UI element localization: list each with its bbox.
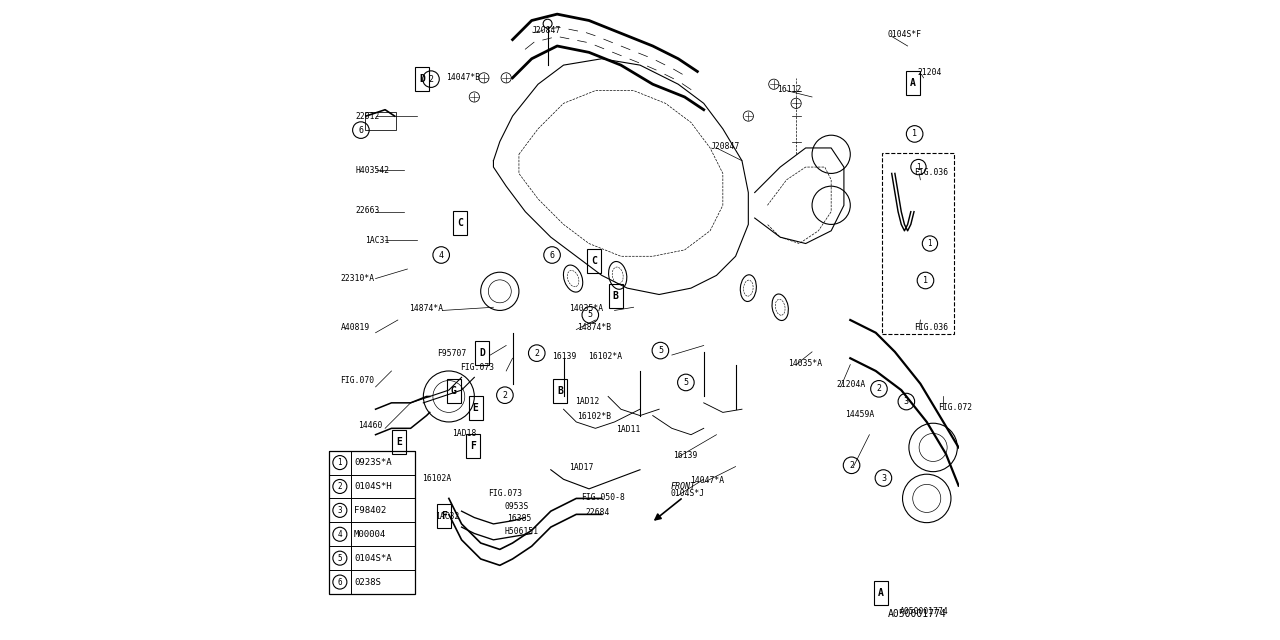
Text: FIG.036: FIG.036 (914, 323, 948, 332)
Text: A050001774: A050001774 (888, 609, 947, 620)
Text: 0238S: 0238S (353, 577, 380, 586)
Text: 0953S: 0953S (504, 502, 530, 511)
Text: 0104S*F: 0104S*F (887, 30, 922, 39)
Text: 1: 1 (923, 276, 928, 285)
Text: F: F (470, 441, 476, 451)
Text: 4: 4 (439, 250, 444, 259)
Text: 5: 5 (658, 346, 663, 355)
Text: 14047*B: 14047*B (445, 74, 480, 83)
Text: 1: 1 (338, 458, 342, 467)
Text: A: A (910, 78, 915, 88)
Text: J20847: J20847 (531, 26, 561, 35)
Text: 14035*A: 14035*A (787, 359, 822, 368)
Text: 2: 2 (503, 390, 507, 400)
Text: C: C (457, 218, 463, 228)
Text: D: D (479, 348, 485, 358)
Text: H506151: H506151 (504, 527, 539, 536)
Text: FIG.050-8: FIG.050-8 (581, 493, 625, 502)
Text: 1: 1 (913, 129, 918, 138)
Circle shape (543, 19, 552, 28)
Text: FIG.072: FIG.072 (938, 403, 973, 412)
Text: A40819: A40819 (340, 323, 370, 332)
Text: 22310*A: 22310*A (340, 274, 375, 283)
Text: 1AD18: 1AD18 (452, 429, 476, 438)
Text: FIG.070: FIG.070 (340, 376, 375, 385)
Text: 2: 2 (429, 75, 434, 84)
Text: 16139: 16139 (673, 451, 698, 460)
Text: F: F (440, 511, 447, 521)
Text: 2: 2 (877, 384, 882, 394)
Text: C: C (591, 257, 596, 266)
Text: A050001774: A050001774 (900, 607, 948, 616)
Text: 1AC31: 1AC31 (365, 236, 389, 245)
Text: 22663: 22663 (355, 206, 380, 215)
Text: 1AD12: 1AD12 (575, 397, 599, 406)
Text: H403542: H403542 (355, 166, 389, 175)
Text: 22684: 22684 (586, 508, 611, 517)
Text: 5: 5 (684, 378, 689, 387)
Text: FRONT: FRONT (671, 482, 696, 491)
Text: A: A (878, 588, 883, 598)
Text: FIG.073: FIG.073 (489, 489, 522, 498)
Text: 3: 3 (904, 397, 909, 406)
Text: 1AC32: 1AC32 (435, 512, 460, 521)
Text: 21204A: 21204A (836, 381, 865, 390)
Text: M00004: M00004 (353, 530, 387, 539)
Text: 14874*A: 14874*A (410, 304, 443, 313)
Text: 5: 5 (338, 554, 342, 563)
Text: 14047*A: 14047*A (690, 476, 723, 485)
Text: 16102*A: 16102*A (588, 353, 622, 362)
Text: 22012: 22012 (355, 111, 380, 120)
Text: 1AD17: 1AD17 (568, 463, 593, 472)
Text: J20847: J20847 (710, 142, 740, 151)
Text: B: B (613, 291, 618, 301)
Text: 1: 1 (916, 163, 920, 172)
Text: 14874*B: 14874*B (577, 323, 612, 332)
Text: 16139: 16139 (552, 353, 576, 362)
Text: 16102*B: 16102*B (577, 412, 612, 421)
Text: 21204: 21204 (918, 68, 942, 77)
Text: 1: 1 (928, 239, 932, 248)
Text: 3: 3 (881, 474, 886, 483)
Text: 14035*A: 14035*A (568, 304, 603, 313)
Text: 1AD11: 1AD11 (616, 425, 640, 434)
Text: 14460: 14460 (358, 420, 383, 429)
Text: 16112: 16112 (777, 85, 801, 94)
Text: E: E (397, 437, 402, 447)
Text: 2: 2 (849, 461, 854, 470)
Text: 6: 6 (549, 250, 554, 259)
Text: 0104S*J: 0104S*J (671, 489, 705, 498)
Text: 4: 4 (338, 530, 342, 539)
Text: 2: 2 (534, 349, 539, 358)
Text: F98402: F98402 (353, 506, 387, 515)
Text: 16102A: 16102A (422, 474, 452, 483)
Text: 14459A: 14459A (845, 410, 874, 419)
Text: FIG.073: FIG.073 (461, 364, 494, 372)
Text: B: B (557, 387, 563, 396)
Text: 0923S*A: 0923S*A (353, 458, 392, 467)
Text: F95707: F95707 (438, 349, 467, 358)
Text: 0104S*A: 0104S*A (353, 554, 392, 563)
Text: 2: 2 (338, 482, 342, 491)
Text: FIG.036: FIG.036 (914, 168, 948, 177)
Text: 3: 3 (338, 506, 342, 515)
Text: E: E (472, 403, 479, 413)
Text: G: G (451, 387, 457, 396)
Text: 0104S*H: 0104S*H (353, 482, 392, 491)
Text: 6: 6 (358, 125, 364, 134)
Text: 16385: 16385 (507, 515, 531, 524)
Text: 6: 6 (338, 577, 342, 586)
Text: 5: 5 (588, 310, 593, 319)
Text: D: D (419, 74, 425, 84)
